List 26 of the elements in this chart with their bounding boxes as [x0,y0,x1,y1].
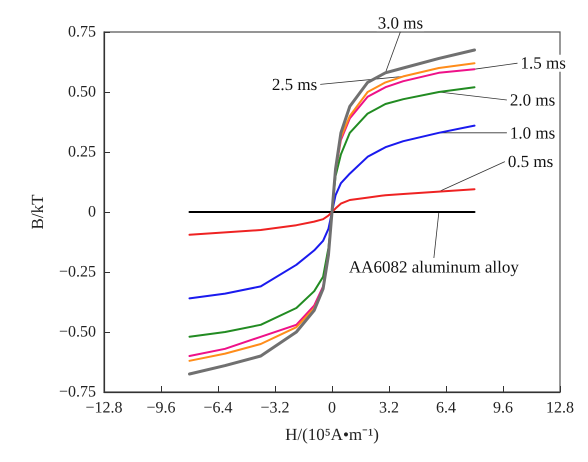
y-tick-label: −0.75 [58,384,96,400]
series-label: 3.0 ms [378,13,424,32]
x-tick-label: 3.2 [379,400,399,416]
y-tick-label: 0 [88,204,96,220]
x-tick-label: 0 [328,400,336,416]
text: 2.5 ms [272,74,318,94]
text: 1.5 ms [520,54,566,73]
y-tick-label: 0.50 [68,84,96,100]
x-tick-label: −12.8 [85,400,123,416]
line-series [188,188,476,236]
y-tick-label: 0.75 [68,24,96,40]
x-axis-title: H/(10⁵A•m⁻¹) [285,425,379,444]
x-tick-label: −3.2 [260,400,290,416]
text: AA6082 aluminum alloy [348,258,520,276]
x-tick-label: 12.8 [546,400,574,416]
text: 1.0 ms [510,123,556,142]
text: 2.0 ms [510,90,556,110]
x-tick-label: −6.4 [203,400,233,416]
x-tick-label: 6.4 [436,400,456,416]
x-tick-label: 9.6 [493,400,513,416]
y-tick-label: 0.25 [68,144,96,160]
y-tick-label: −0.50 [58,324,96,340]
text: 0.5 ms [508,152,554,172]
x-tick-label: −9.6 [146,400,176,416]
y-axis-title: B/kT [28,194,47,230]
y-tick-label: −0.25 [58,264,96,280]
